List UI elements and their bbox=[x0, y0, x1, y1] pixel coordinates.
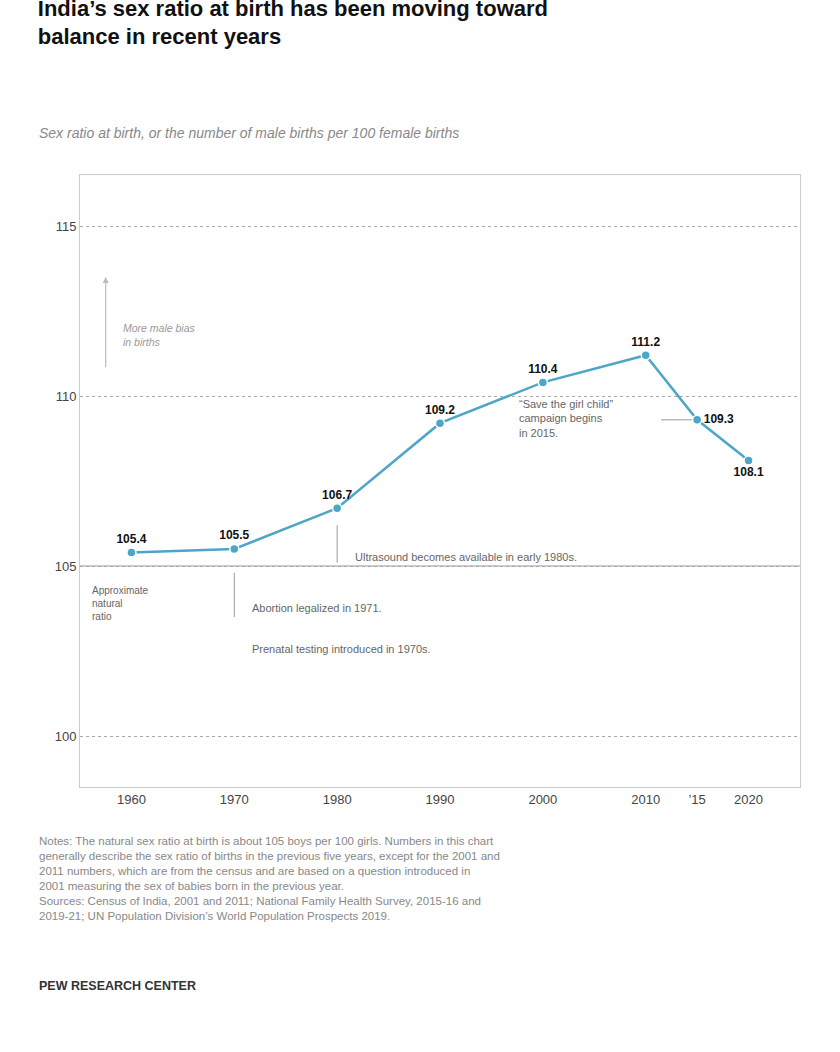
svg-text:’15: ’15 bbox=[688, 792, 705, 807]
svg-text:1970: 1970 bbox=[220, 792, 249, 807]
svg-text:100: 100 bbox=[55, 729, 77, 744]
svg-text:115: 115 bbox=[56, 219, 77, 234]
svg-text:2000: 2000 bbox=[528, 792, 557, 807]
svg-text:Prenatal testing introduced in: Prenatal testing introduced in 1970s. bbox=[252, 643, 431, 655]
svg-text:Ultrasound becomes available i: Ultrasound becomes available in early 19… bbox=[355, 551, 577, 563]
svg-text:1980: 1980 bbox=[323, 792, 352, 807]
svg-text:Abortion legalized in 1971.: Abortion legalized in 1971. bbox=[252, 602, 382, 614]
svg-text:Notes: The natural sex ratio a: Notes: The natural sex ratio at birth is… bbox=[39, 835, 500, 922]
svg-text:1960: 1960 bbox=[117, 792, 146, 807]
svg-text:110.4: 110.4 bbox=[528, 362, 558, 376]
svg-text:2010: 2010 bbox=[631, 792, 660, 807]
svg-text:Approximatenaturalratio: Approximatenaturalratio bbox=[92, 585, 149, 622]
svg-text:106.7: 106.7 bbox=[322, 488, 352, 502]
svg-text:India’s sex ratio at birth has: India’s sex ratio at birth has been movi… bbox=[38, 0, 548, 49]
svg-text:105.5: 105.5 bbox=[219, 528, 249, 542]
svg-text:More male biasin births: More male biasin births bbox=[123, 322, 196, 348]
svg-text:2020: 2020 bbox=[734, 792, 763, 807]
svg-text:“Save the girl child”campaign: “Save the girl child”campaign beginsin 2… bbox=[519, 398, 613, 439]
svg-text:Sex ratio at birth, or the num: Sex ratio at birth, or the number of mal… bbox=[39, 125, 459, 141]
svg-text:109.2: 109.2 bbox=[425, 403, 455, 417]
svg-text:111.2: 111.2 bbox=[631, 335, 660, 349]
svg-text:105.4: 105.4 bbox=[116, 532, 146, 546]
svg-text:PEW RESEARCH CENTER: PEW RESEARCH CENTER bbox=[39, 979, 196, 993]
svg-text:109.3: 109.3 bbox=[704, 412, 734, 426]
svg-text:105: 105 bbox=[55, 559, 77, 574]
svg-text:108.1: 108.1 bbox=[734, 465, 764, 479]
svg-text:110: 110 bbox=[56, 389, 77, 404]
svg-text:1990: 1990 bbox=[426, 792, 455, 807]
